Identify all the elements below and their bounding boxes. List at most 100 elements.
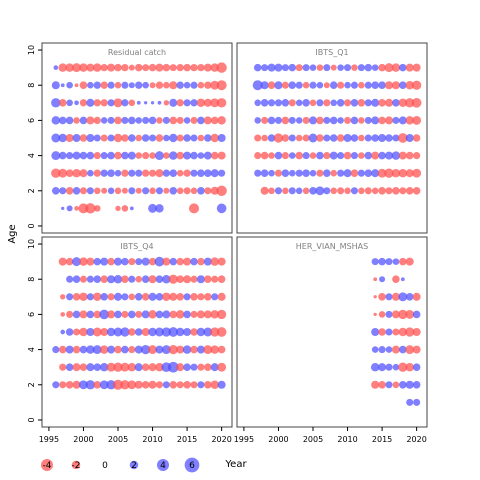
bubble-age9-1997 bbox=[253, 63, 262, 72]
bubble-age9-2012 bbox=[162, 63, 171, 72]
bubble-age4-1996 bbox=[52, 346, 60, 354]
bubble-age3-2010 bbox=[343, 169, 352, 178]
bubble-age7-2015 bbox=[183, 293, 191, 301]
bubble-age3-2007 bbox=[128, 169, 136, 177]
bubble-age6-2015 bbox=[183, 310, 191, 319]
bubble-age9-2020 bbox=[216, 62, 227, 73]
bubble-age4-2015 bbox=[183, 151, 192, 160]
bubble-age5-2006 bbox=[120, 327, 130, 337]
bubble-age7-2009 bbox=[141, 293, 150, 301]
bubble-age4-2000 bbox=[79, 151, 88, 160]
bubble-age5-2008 bbox=[135, 134, 143, 142]
bubble-age3-2013 bbox=[364, 169, 373, 177]
bubble-age5-2016 bbox=[190, 328, 198, 336]
bubble-age7-2020 bbox=[412, 292, 421, 301]
bubble-age2-2010 bbox=[344, 187, 351, 195]
bubble-age4-1999 bbox=[72, 151, 81, 160]
bubble-age7-2016 bbox=[384, 98, 394, 107]
bubble-age2-2008 bbox=[330, 187, 338, 195]
bubble-age5-2015 bbox=[378, 328, 386, 336]
bubble-age8-2002 bbox=[93, 81, 101, 89]
bubble-age5-2017 bbox=[197, 134, 205, 142]
bubble-age2-2013 bbox=[169, 380, 178, 389]
bubble-age4-2001 bbox=[86, 151, 95, 160]
bubble-age9-2019 bbox=[405, 63, 414, 72]
x-tick-label: 2015 bbox=[177, 435, 197, 444]
bubble-age2-2019 bbox=[405, 186, 414, 195]
bubble-age5-2000 bbox=[273, 133, 284, 143]
bubble-age2-2005 bbox=[309, 186, 317, 195]
bubble-age9-2007 bbox=[323, 64, 331, 72]
bubble-age7-2007 bbox=[128, 99, 136, 107]
bubble-age9-2007 bbox=[128, 258, 136, 266]
bubble-age8-2018 bbox=[399, 81, 407, 90]
bubble-age7-2008 bbox=[136, 100, 141, 105]
bubble-age7-2001 bbox=[86, 98, 95, 107]
bubble-age8-2006 bbox=[121, 275, 129, 284]
bubble-age8-2013 bbox=[169, 81, 178, 90]
bubble-age7-2000 bbox=[274, 99, 283, 107]
bubble-age5-2001 bbox=[86, 133, 95, 143]
bubble-age9-2014 bbox=[371, 64, 379, 71]
bubble-age2-2014 bbox=[176, 187, 184, 195]
bubble-age3-1999 bbox=[72, 168, 81, 178]
bubble-age1-2016 bbox=[188, 203, 200, 214]
bubble-age7-2014 bbox=[373, 295, 377, 299]
bubble-age8-2004 bbox=[107, 275, 116, 284]
bubble-age6-2013 bbox=[169, 310, 178, 319]
bubble-age6-2001 bbox=[86, 310, 95, 319]
bubble-age9-1997 bbox=[58, 257, 67, 266]
bubble-age6-2020 bbox=[216, 309, 227, 320]
bubble-age5-2019 bbox=[210, 327, 220, 337]
bubble-age9-2011 bbox=[154, 256, 165, 267]
bubble-age8-2010 bbox=[344, 81, 351, 89]
bubble-age4-2007 bbox=[128, 346, 136, 354]
bubble-age2-2015 bbox=[378, 186, 386, 195]
bubble-age8-2012 bbox=[358, 81, 365, 89]
bubble-age2-2008 bbox=[134, 380, 143, 389]
bubble-age4-2003 bbox=[295, 151, 303, 160]
bubble-age9-2013 bbox=[169, 64, 177, 72]
bubble-age7-2004 bbox=[302, 99, 310, 107]
bubble-age6-2000 bbox=[79, 116, 88, 125]
bubble-age3-2000 bbox=[79, 169, 88, 178]
bubble-age8-2008 bbox=[135, 81, 143, 89]
bubble-age6-1998 bbox=[66, 310, 74, 318]
bubble-age5-2016 bbox=[385, 134, 393, 142]
bubble-age9-2018 bbox=[399, 63, 407, 72]
panel-frame bbox=[41, 42, 233, 234]
bubble-age9-2017 bbox=[197, 63, 205, 72]
bubble-age2-2020 bbox=[412, 186, 421, 195]
bubble-age5-2005 bbox=[113, 327, 123, 337]
bubble-age3-2019 bbox=[405, 169, 414, 178]
bubble-age3-2010 bbox=[148, 363, 157, 372]
bubble-age5-2013 bbox=[168, 327, 179, 337]
bubble-age5-2008 bbox=[329, 134, 338, 142]
bubble-age2-2013 bbox=[364, 187, 372, 195]
bubble-age7-2002 bbox=[93, 292, 102, 302]
bubble-age3-2011 bbox=[155, 362, 164, 372]
bubble-age5-2017 bbox=[196, 327, 206, 337]
bubble-age7-2003 bbox=[100, 293, 108, 301]
bubble-age8-2006 bbox=[121, 81, 129, 89]
bubble-age4-2016 bbox=[385, 346, 393, 353]
x-tick-label: 2015 bbox=[372, 435, 392, 444]
bubble-age8-1998 bbox=[66, 275, 74, 283]
bubble-age5-2006 bbox=[121, 134, 129, 142]
x-tick-label: 2010 bbox=[142, 435, 162, 444]
bubble-age9-2015 bbox=[378, 257, 386, 266]
bubble-age4-2002 bbox=[92, 345, 102, 355]
bubble-age9-2010 bbox=[344, 64, 352, 72]
bubble-age2-2017 bbox=[392, 186, 400, 195]
bubble-age9-2013 bbox=[364, 63, 373, 72]
bubble-age3-2008 bbox=[134, 363, 143, 372]
bubble-age2-1999 bbox=[268, 187, 275, 195]
bubble-age9-2003 bbox=[100, 63, 108, 72]
bubble-age2-2016 bbox=[385, 187, 393, 195]
bubble-age2-2004 bbox=[106, 380, 116, 390]
bubble-age9-2005 bbox=[113, 257, 123, 266]
bubble-age8-2020 bbox=[411, 80, 422, 90]
bubble-age2-2010 bbox=[148, 380, 157, 389]
bubble-age5-2009 bbox=[336, 134, 345, 142]
bubble-age2-2014 bbox=[371, 187, 379, 195]
